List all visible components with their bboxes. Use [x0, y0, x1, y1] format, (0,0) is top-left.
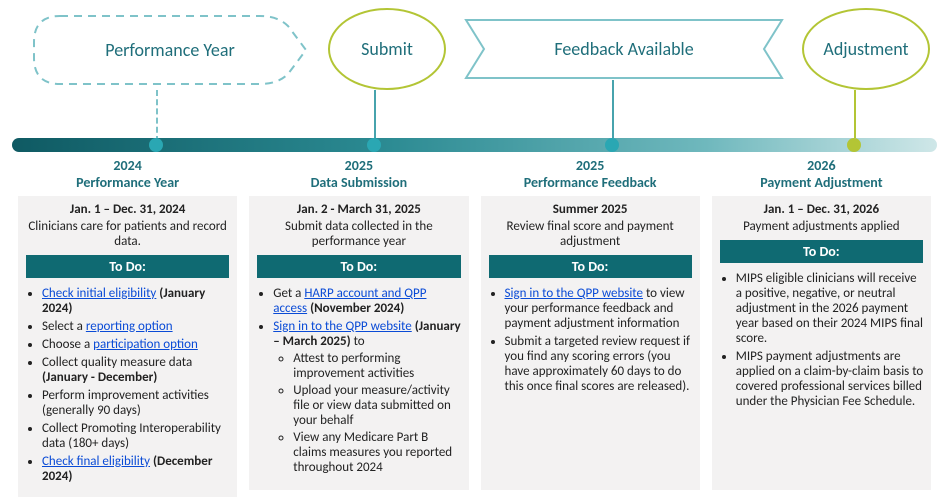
shape-submit: Submit: [328, 8, 446, 90]
list-item: Choose a participation option: [42, 337, 231, 352]
perf-year-outline: [30, 14, 310, 86]
col-1-title: Data Submission: [249, 175, 468, 192]
list-item: Collect quality measure data (January - …: [42, 355, 231, 385]
col-2: 2025 Performance Feedback Summer 2025 Re…: [475, 158, 706, 497]
col-2-title: Performance Feedback: [481, 175, 700, 192]
timeline-dot-2: [367, 138, 381, 152]
list-item: View any Medicare Part B claims measures…: [293, 430, 462, 475]
list-item: Get a HARP account and QPP access (Novem…: [273, 286, 462, 316]
col-1: 2025 Data Submission Jan. 2 - March 31, …: [243, 158, 474, 497]
col-3-header: 2026 Payment Adjustment: [712, 158, 931, 192]
list-item: Submit a targeted review request if you …: [505, 334, 694, 394]
col-2-daterange: Summer 2025: [487, 202, 694, 217]
col-0-daterange: Jan. 1 – Dec. 31, 2024: [24, 202, 231, 217]
bold-text: (November 2024): [310, 301, 404, 316]
bold-text: (January - December): [42, 370, 157, 385]
stem-perf-year: [156, 90, 158, 142]
col-3-box: Jan. 1 – Dec. 31, 2026 Payment adjustmen…: [712, 196, 931, 490]
feedback-outline: [464, 18, 784, 80]
list-item: Select a reporting option: [42, 319, 231, 334]
list-item: Sign in to the QPP website (January – Ma…: [273, 319, 462, 475]
col-0-box: Jan. 1 – Dec. 31, 2024 Clinicians care f…: [18, 196, 237, 497]
col-1-box: Jan. 2 - March 31, 2025 Submit data coll…: [249, 196, 468, 490]
col-0-bullets: Check initial eligibility (January 2024)…: [24, 286, 231, 484]
shape-submit-label: Submit: [361, 38, 413, 60]
col-0-desc: Clinicians care for patients and record …: [24, 219, 231, 249]
col-1-bullets: Get a HARP account and QPP access (Novem…: [255, 286, 462, 475]
link[interactable]: Check final eligibility: [42, 454, 150, 469]
diagram-root: Performance Year Submit Feedback Availab…: [0, 0, 949, 497]
col-1-todo: To Do:: [257, 255, 460, 278]
shape-row: Performance Year Submit Feedback Availab…: [12, 8, 937, 100]
col-1-daterange: Jan. 2 - March 31, 2025: [255, 202, 462, 217]
sub-list: Attest to performing improvement activit…: [273, 351, 462, 475]
col-3-bullets: MIPS eligible clinicians will receive a …: [718, 271, 925, 409]
list-item: Check final eligibility (December 2024): [42, 454, 231, 484]
col-1-header: 2025 Data Submission: [249, 158, 468, 192]
list-item: Upload your measure/activity file or vie…: [293, 383, 462, 428]
col-2-header: 2025 Performance Feedback: [481, 158, 700, 192]
stem-feedback: [612, 80, 614, 142]
list-item: Sign in to the QPP website to view your …: [505, 286, 694, 331]
timeline-dot-3: [605, 138, 619, 152]
shape-feedback: Feedback Available: [464, 18, 784, 80]
col-2-desc: Review final score and payment adjustmen…: [487, 219, 694, 249]
shape-adjustment-label: Adjustment: [823, 38, 908, 60]
col-3-year: 2026: [712, 158, 931, 175]
col-2-todo: To Do:: [489, 255, 692, 278]
col-3-title: Payment Adjustment: [712, 175, 931, 192]
stem-adjust: [854, 90, 856, 142]
col-0-title: Performance Year: [18, 175, 237, 192]
link[interactable]: Sign in to the QPP website: [505, 286, 644, 301]
col-1-year: 2025: [249, 158, 468, 175]
link[interactable]: Check initial eligibility: [42, 286, 156, 301]
link[interactable]: Sign in to the QPP website: [273, 319, 412, 334]
shape-performance-year: Performance Year: [30, 14, 310, 86]
col-0-header: 2024 Performance Year: [18, 158, 237, 192]
col-0: 2024 Performance Year Jan. 1 – Dec. 31, …: [12, 158, 243, 497]
timeline-dot-4: [847, 138, 861, 152]
col-3-desc: Payment adjustments applied: [718, 219, 925, 234]
timeline-dot-1: [149, 138, 163, 152]
col-0-todo: To Do:: [26, 255, 229, 278]
col-3-todo: To Do:: [720, 240, 923, 263]
col-3-daterange: Jan. 1 – Dec. 31, 2026: [718, 202, 925, 217]
link[interactable]: reporting option: [86, 319, 173, 334]
list-item: Attest to performing improvement activit…: [293, 351, 462, 381]
list-item: Perform improvement activities (generall…: [42, 388, 231, 418]
list-item: Collect Promoting Interoperability data …: [42, 421, 231, 451]
timeline-bar: [12, 138, 937, 152]
shape-adjustment: Adjustment: [802, 8, 930, 90]
col-0-year: 2024: [18, 158, 237, 175]
link[interactable]: participation option: [93, 337, 198, 352]
columns: 2024 Performance Year Jan. 1 – Dec. 31, …: [12, 158, 937, 497]
list-item: Check initial eligibility (January 2024): [42, 286, 231, 316]
col-3: 2026 Payment Adjustment Jan. 1 – Dec. 31…: [706, 158, 937, 497]
col-2-bullets: Sign in to the QPP website to view your …: [487, 286, 694, 394]
list-item: MIPS eligible clinicians will receive a …: [736, 271, 925, 346]
stem-submit: [374, 90, 376, 142]
col-2-year: 2025: [481, 158, 700, 175]
list-item: MIPS payment adjustments are applied on …: [736, 349, 925, 409]
col-1-desc: Submit data collected in the performance…: [255, 219, 462, 249]
col-2-box: Summer 2025 Review final score and payme…: [481, 196, 700, 490]
